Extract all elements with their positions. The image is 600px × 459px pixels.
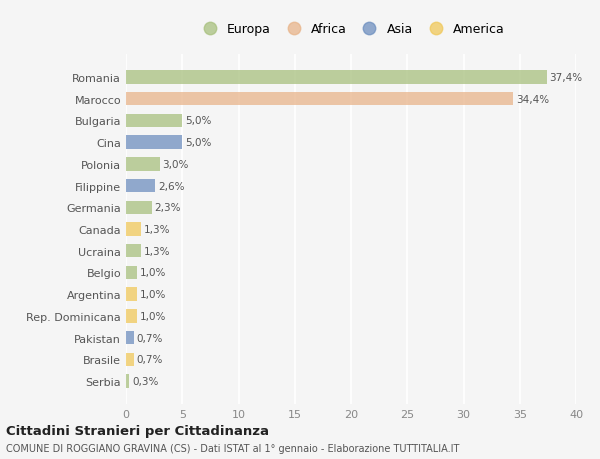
Bar bbox=[126, 179, 155, 193]
Text: 1,3%: 1,3% bbox=[143, 224, 170, 235]
Text: 3,0%: 3,0% bbox=[163, 159, 189, 169]
Bar bbox=[126, 331, 134, 345]
Bar bbox=[126, 245, 140, 258]
Text: 2,6%: 2,6% bbox=[158, 181, 185, 191]
Bar bbox=[126, 201, 152, 214]
Bar bbox=[126, 158, 160, 171]
Bar bbox=[126, 375, 130, 388]
Bar bbox=[126, 71, 547, 84]
Bar bbox=[126, 266, 137, 280]
Bar bbox=[126, 223, 140, 236]
Text: COMUNE DI ROGGIANO GRAVINA (CS) - Dati ISTAT al 1° gennaio - Elaborazione TUTTIT: COMUNE DI ROGGIANO GRAVINA (CS) - Dati I… bbox=[6, 443, 460, 453]
Bar bbox=[126, 288, 137, 301]
Text: Cittadini Stranieri per Cittadinanza: Cittadini Stranieri per Cittadinanza bbox=[6, 424, 269, 437]
Legend: Europa, Africa, Asia, America: Europa, Africa, Asia, America bbox=[193, 19, 509, 40]
Text: 1,3%: 1,3% bbox=[143, 246, 170, 256]
Bar bbox=[126, 136, 182, 150]
Bar bbox=[126, 309, 137, 323]
Text: 5,0%: 5,0% bbox=[185, 138, 211, 148]
Text: 0,3%: 0,3% bbox=[132, 376, 158, 386]
Bar bbox=[126, 93, 513, 106]
Text: 0,7%: 0,7% bbox=[137, 355, 163, 364]
Bar bbox=[126, 114, 182, 128]
Text: 37,4%: 37,4% bbox=[550, 73, 583, 83]
Text: 0,7%: 0,7% bbox=[137, 333, 163, 343]
Text: 1,0%: 1,0% bbox=[140, 268, 166, 278]
Text: 1,0%: 1,0% bbox=[140, 311, 166, 321]
Text: 2,3%: 2,3% bbox=[155, 203, 181, 213]
Text: 1,0%: 1,0% bbox=[140, 290, 166, 300]
Text: 34,4%: 34,4% bbox=[516, 95, 549, 104]
Text: 5,0%: 5,0% bbox=[185, 116, 211, 126]
Bar bbox=[126, 353, 134, 366]
